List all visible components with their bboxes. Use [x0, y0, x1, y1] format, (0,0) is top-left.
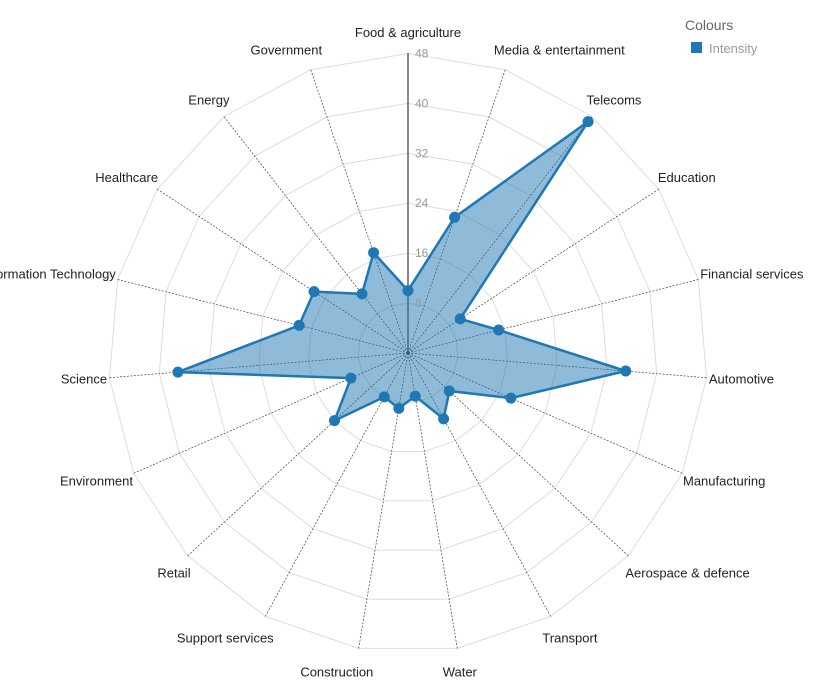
category-label: Education	[658, 170, 716, 185]
data-point[interactable]	[393, 402, 405, 414]
data-point[interactable]	[378, 391, 390, 403]
legend: Colours Intensity	[685, 17, 758, 56]
tick-label: 48	[415, 47, 429, 61]
data-point[interactable]	[582, 116, 594, 128]
data-point[interactable]	[454, 313, 466, 325]
category-label: Retail	[157, 566, 190, 581]
data-point[interactable]	[493, 324, 505, 336]
radial-ticks: 8 16 24 32 40 48	[415, 47, 429, 311]
category-labels: Food & agriculture Media & entertainment T…	[0, 25, 804, 680]
tick-label: 40	[415, 96, 429, 110]
legend-swatch-intensity[interactable]	[691, 42, 702, 53]
category-label: Telecoms	[587, 93, 642, 108]
category-label: Construction	[300, 665, 373, 680]
data-point[interactable]	[620, 365, 632, 377]
tick-label: 8	[415, 296, 422, 310]
grid	[108, 52, 708, 649]
data-point[interactable]	[293, 319, 305, 331]
category-label: Manufacturing	[683, 474, 765, 489]
data-point[interactable]	[308, 286, 320, 298]
data-point[interactable]	[402, 285, 414, 297]
category-label: Energy	[188, 93, 230, 108]
grid-ring-48	[108, 52, 708, 649]
tick-label: 32	[415, 146, 429, 160]
data-point[interactable]	[329, 415, 340, 427]
data-point[interactable]	[438, 413, 450, 425]
data-point[interactable]	[368, 247, 380, 259]
tick-label: 24	[415, 196, 429, 210]
grid-ring-32	[208, 152, 608, 551]
axis-line	[407, 352, 458, 649]
data-point[interactable]	[409, 390, 421, 402]
data-point[interactable]	[172, 366, 184, 378]
category-label: Support services	[177, 630, 274, 645]
data-point[interactable]	[345, 372, 357, 384]
category-label: Automotive	[709, 371, 774, 386]
grid-ring-24	[258, 202, 558, 502]
category-label: Government	[251, 42, 323, 57]
category-label: Healthcare	[95, 170, 158, 185]
category-label: Environment	[60, 474, 133, 489]
data-point[interactable]	[443, 385, 455, 397]
series	[172, 116, 632, 427]
category-label: Food & agriculture	[355, 25, 461, 40]
category-label: Water	[443, 665, 478, 680]
legend-item-intensity[interactable]: Intensity	[709, 41, 758, 56]
category-label: Media & entertainment	[494, 42, 625, 57]
tick-label: 16	[415, 246, 429, 260]
category-label: Information Technology	[0, 266, 116, 281]
data-point[interactable]	[356, 288, 368, 300]
category-label: Aerospace & defence	[625, 566, 749, 581]
category-label: Science	[61, 371, 107, 386]
legend-title: Colours	[685, 17, 733, 33]
data-point[interactable]	[449, 211, 461, 223]
category-label: Transport	[542, 630, 598, 645]
series-area-0	[176, 120, 627, 422]
category-label: Financial services	[700, 266, 804, 281]
grid-ring-40	[158, 102, 658, 600]
data-point[interactable]	[505, 392, 517, 404]
